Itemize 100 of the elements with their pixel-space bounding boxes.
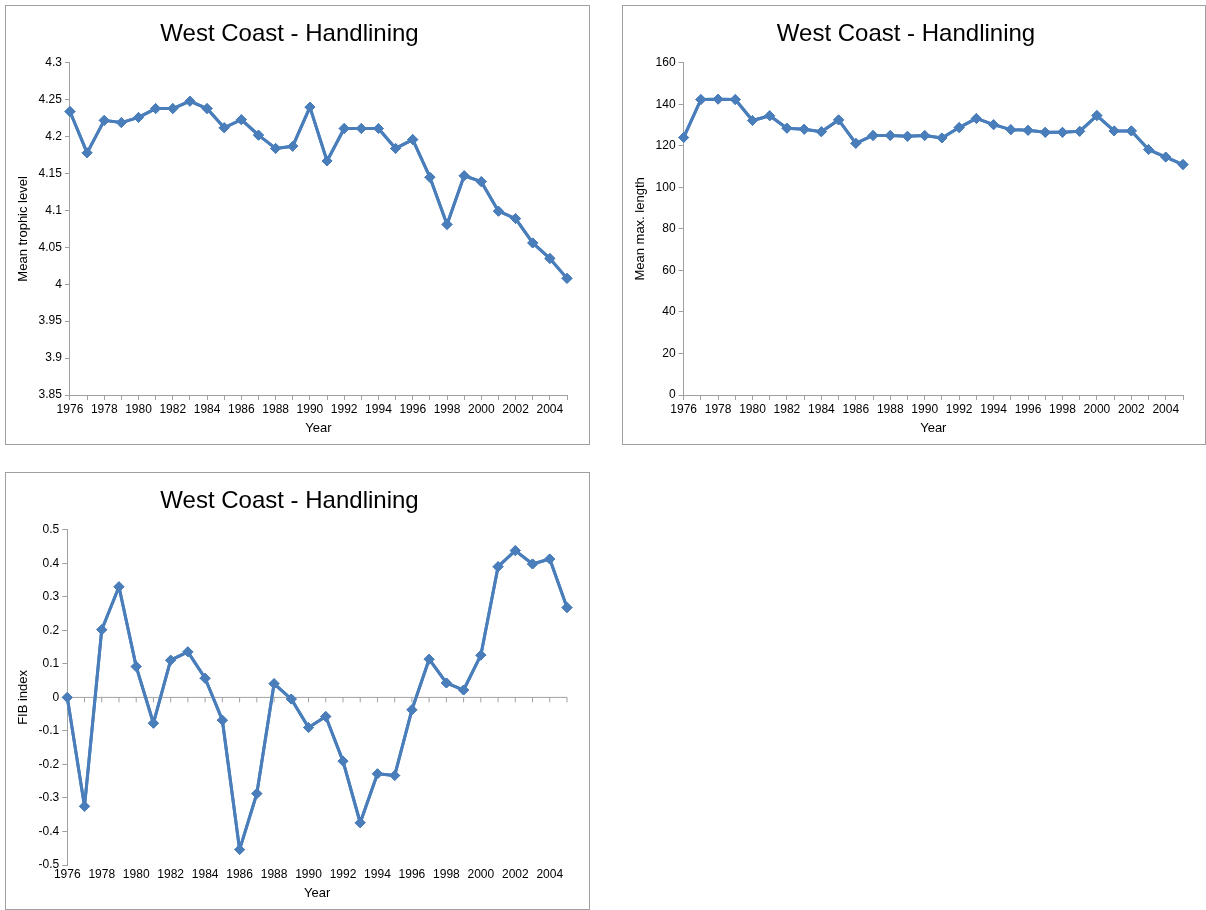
point [199,672,211,684]
y-tick-label: 60 [662,262,676,277]
y-tick-label: 100 [655,179,676,194]
point [764,110,776,122]
point [440,677,452,689]
x-tick-label: 1990 [295,866,323,881]
point [407,134,419,146]
x-tick-label: 1980 [122,866,150,881]
point [458,170,470,182]
x-tick-label: 1976 [56,401,84,416]
x-tick-label: 1984 [193,401,221,416]
y-tick-label: 80 [662,221,676,236]
x-tick-label: 1998 [1049,401,1077,416]
point [252,129,264,141]
x-tick-label: 1986 [228,401,256,416]
x-tick-label: 1982 [159,401,187,416]
y-tick-label: 0.5 [42,522,60,537]
y-tick-label: 0.4 [42,555,60,570]
x-tick-label: 1980 [739,401,767,416]
x-tick-label: 1990 [911,401,939,416]
point [133,111,145,123]
y-tick-label: 40 [662,304,676,319]
point [1091,110,1103,122]
y-tick-label: 3.85 [38,387,63,402]
x-tick-label: 2000 [467,401,495,416]
y-tick-label: 0.2 [42,622,60,637]
point [988,119,1000,131]
x-axis-title: Year [305,419,333,435]
y-axis-title: Mean trophic level [15,176,31,282]
point [458,684,470,696]
chart-title: West Coast - Handlining [160,486,419,514]
point [81,147,93,159]
point [184,95,196,107]
y-tick-label: 4.1 [45,202,63,217]
y-tick-label: -0.4 [38,823,60,838]
y-tick-label: 0.3 [42,589,60,604]
point [371,768,383,780]
y-tick-label: 4.2 [45,128,63,143]
x-tick-label: 2002 [502,401,530,416]
y-tick-label: -0.1 [38,723,60,738]
point [1005,124,1017,136]
point [337,755,349,767]
x-tick-label: 1992 [329,866,357,881]
x-tick-label: 2000 [467,866,495,881]
point [130,661,142,673]
x-tick-label: 2002 [501,866,529,881]
x-axis-title: Year [920,419,948,435]
point [970,112,982,124]
point [390,142,402,154]
x-axis-title: Year [304,884,331,900]
point [61,691,73,703]
x-tick-label: 2004 [1152,401,1180,416]
point [165,654,177,666]
x-tick-label: 1978 [704,401,732,416]
y-tick-label: 140 [655,96,676,111]
point [1160,151,1172,163]
point [115,117,127,129]
point [509,545,521,557]
point [285,693,297,705]
x-tick-label: 1994 [365,401,393,416]
x-tick-label: 1992 [330,401,358,416]
x-tick-label: 2004 [536,866,564,881]
y-tick-label: -0.3 [38,790,60,805]
point [527,558,539,570]
point [850,137,862,149]
y-tick-label: 0 [668,387,676,402]
point [423,653,435,665]
point [1108,125,1120,137]
x-tick-label: 1984 [191,866,219,881]
x-tick-label: 1994 [364,866,392,881]
x-tick-label: 1988 [260,866,288,881]
y-tick-label: 4 [55,276,63,291]
point [201,103,213,115]
point [833,114,845,126]
point [424,171,436,183]
point [1177,159,1189,171]
point [320,711,332,723]
point [235,114,247,126]
y-axis-title: Mean max. length [632,177,648,281]
y-axis-title: FIB index [15,669,31,725]
point [510,213,522,225]
x-tick-label: 1978 [88,866,116,881]
point [527,237,539,249]
x-tick-label: 1982 [773,401,801,416]
y-tick-label: 3.9 [45,350,63,365]
x-tick-label: 1998 [433,866,461,881]
x-tick-label: 1976 [670,401,698,416]
x-tick-label: 1998 [433,401,461,416]
x-tick-label: 1996 [399,401,427,416]
y-tick-label: 4.3 [45,55,63,70]
y-tick-label: -0.2 [38,756,60,771]
point [182,646,194,658]
x-tick-label: 2004 [536,401,564,416]
point [406,704,418,716]
x-tick-label: 1988 [262,401,290,416]
y-tick-label: 20 [662,345,676,360]
y-tick-label: 3.95 [38,313,63,328]
chart-title: West Coast - Handlining [776,19,1036,47]
point [953,122,965,134]
point [561,602,573,614]
